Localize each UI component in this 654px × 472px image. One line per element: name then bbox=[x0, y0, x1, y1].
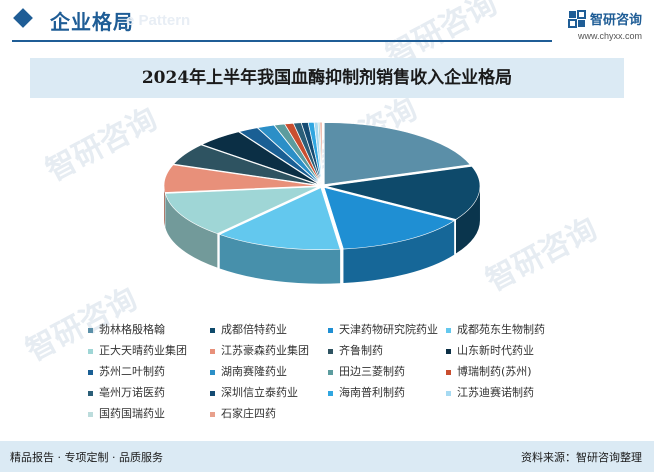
legend-swatch bbox=[210, 390, 215, 396]
legend-swatch bbox=[446, 327, 451, 333]
legend-item: 深圳信立泰药业 bbox=[210, 384, 298, 402]
legend-item: 国药国瑞药业 bbox=[88, 405, 165, 423]
legend-item: 海南普利制药 bbox=[328, 384, 405, 402]
legend-label: 天津药物研究院药业 bbox=[339, 323, 438, 336]
legend-item: 亳州万诺医药 bbox=[88, 384, 165, 402]
legend-swatch bbox=[210, 411, 215, 417]
legend-swatch bbox=[446, 390, 451, 396]
legend-label: 石家庄四药 bbox=[221, 407, 276, 420]
legend-label: 勃林格殷格翰 bbox=[99, 323, 165, 336]
pie-slice bbox=[319, 121, 323, 185]
legend-item: 勃林格殷格翰 bbox=[88, 321, 165, 339]
legend-label: 齐鲁制药 bbox=[339, 344, 383, 357]
legend-swatch bbox=[328, 327, 333, 333]
legend-label: 成都苑东生物制药 bbox=[457, 323, 545, 336]
pie-slice-side bbox=[164, 185, 165, 227]
legend-item: 湖南赛隆药业 bbox=[210, 363, 287, 381]
legend-label: 海南普利制药 bbox=[339, 386, 405, 399]
pie-slice-side bbox=[455, 186, 480, 254]
diamond-icon bbox=[13, 8, 33, 28]
legend-item: 天津药物研究院药业 bbox=[328, 321, 438, 339]
section-header: 企业格局 e Pattern 智研咨询 www.chyxx.com bbox=[0, 0, 654, 44]
legend-swatch bbox=[88, 369, 93, 375]
legend-label: 山东新时代药业 bbox=[457, 344, 534, 357]
legend-label: 成都倍特药业 bbox=[221, 323, 287, 336]
legend-item: 苏州二叶制药 bbox=[88, 363, 165, 381]
legend-label: 国药国瑞药业 bbox=[99, 407, 165, 420]
legend-label: 江苏豪森药业集团 bbox=[221, 344, 309, 357]
brand-url: www.chyxx.com bbox=[577, 31, 642, 41]
footer-tagline: 精品报告 · 专项定制 · 品质服务 bbox=[10, 451, 163, 464]
pie-slice-side bbox=[343, 220, 455, 284]
legend-swatch bbox=[210, 327, 215, 333]
legend-item: 江苏豪森药业集团 bbox=[210, 342, 309, 360]
legend-item: 石家庄四药 bbox=[210, 405, 276, 423]
legend-swatch bbox=[88, 390, 93, 396]
legend-item: 成都苑东生物制药 bbox=[446, 321, 545, 339]
legend-swatch bbox=[446, 348, 451, 354]
pie-slice bbox=[324, 122, 471, 185]
pie-slice bbox=[218, 187, 341, 251]
legend-label: 江苏迪赛诺制药 bbox=[457, 386, 534, 399]
legend-label: 湖南赛隆药业 bbox=[221, 365, 287, 378]
footer-source: 资料来源：智研咨询整理 bbox=[521, 451, 642, 464]
pie-slice bbox=[173, 144, 319, 186]
legend-label: 田边三菱制药 bbox=[339, 365, 405, 378]
chart-title: 2024年上半年我国血酶抑制剂销售收入企业格局 bbox=[141, 68, 513, 88]
legend-item: 博瑞制药(苏州) bbox=[446, 363, 532, 381]
brand-name: 智研咨询 bbox=[589, 13, 642, 28]
legend-item: 成都倍特药业 bbox=[210, 321, 287, 339]
legend-swatch bbox=[210, 369, 215, 375]
legend-item: 田边三菱制药 bbox=[328, 363, 405, 381]
pie-slice-side bbox=[219, 234, 341, 284]
pie-slice bbox=[163, 164, 319, 193]
pie-slice bbox=[164, 186, 319, 234]
legend-swatch bbox=[446, 369, 451, 375]
pie-slice bbox=[201, 131, 320, 185]
chart-title-band: 2024年上半年我国血酶抑制剂销售收入企业格局 bbox=[30, 58, 624, 98]
legend-swatch bbox=[328, 390, 333, 396]
pie-chart bbox=[163, 121, 481, 284]
section-title: 企业格局 bbox=[50, 10, 134, 34]
legend-item: 齐鲁制药 bbox=[328, 342, 383, 360]
legend-label: 苏州二叶制药 bbox=[99, 365, 165, 378]
legend-label: 博瑞制药(苏州) bbox=[457, 365, 532, 378]
brand: 智研咨询 www.chyxx.com bbox=[567, 8, 642, 41]
legend-swatch bbox=[88, 327, 93, 333]
legend-swatch bbox=[88, 411, 93, 417]
footer: 精品报告 · 专项定制 · 品质服务 资料来源：智研咨询整理 bbox=[0, 441, 654, 472]
legend-item: 山东新时代药业 bbox=[446, 342, 534, 360]
section-ghost-text: e Pattern bbox=[126, 12, 191, 29]
pie-slice bbox=[256, 124, 321, 185]
pie-slice-side bbox=[165, 193, 218, 268]
pie-slice bbox=[323, 187, 455, 250]
header-divider bbox=[12, 40, 552, 42]
legend-item: 正大天晴药业集团 bbox=[88, 342, 187, 360]
legend-label: 深圳信立泰药业 bbox=[221, 386, 298, 399]
legend-swatch bbox=[328, 348, 333, 354]
legend-label: 正大天晴药业集团 bbox=[99, 344, 187, 357]
legend-swatch bbox=[328, 369, 333, 375]
pie-slice bbox=[325, 165, 481, 220]
legend-swatch bbox=[210, 348, 215, 354]
pie-slice bbox=[238, 127, 321, 185]
legend-swatch bbox=[88, 348, 93, 354]
legend-item: 江苏迪赛诺制药 bbox=[446, 384, 534, 402]
legend-label: 亳州万诺医药 bbox=[99, 386, 165, 399]
zhiyan-logo-icon bbox=[567, 9, 586, 28]
